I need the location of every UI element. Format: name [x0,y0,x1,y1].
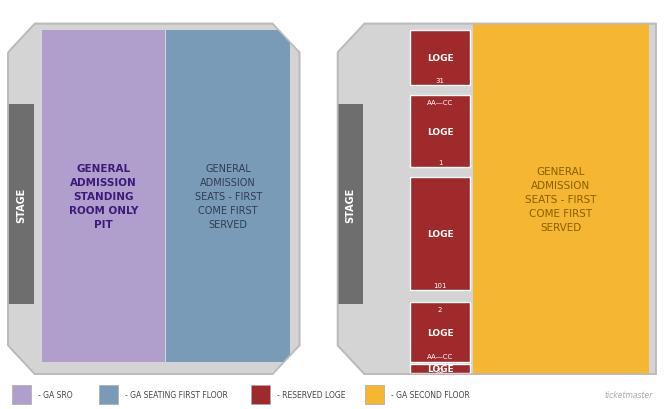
Text: LOGE: LOGE [427,54,454,63]
Bar [42,31,165,362]
Polygon shape [0,0,35,53]
Bar [251,385,270,404]
Text: 32: 32 [436,367,445,373]
Bar [410,31,470,86]
Text: LOGE: LOGE [427,230,454,238]
Text: GENERAL
ADMISSION
SEATS - FIRST
COME FIRST
SERVED: GENERAL ADMISSION SEATS - FIRST COME FIR… [194,164,262,229]
Bar [365,385,384,404]
Text: LOGE: LOGE [427,328,454,337]
Text: LOGE: LOGE [427,128,454,136]
Text: AA—CC: AA—CC [427,99,454,106]
Text: - GA SECOND FLOOR: - GA SECOND FLOOR [391,390,470,399]
Text: GENERAL
ADMISSION
SEATS - FIRST
COME FIRST
SERVED: GENERAL ADMISSION SEATS - FIRST COME FIR… [525,166,596,232]
Bar [12,385,31,404]
Text: STAGE: STAGE [16,187,25,222]
Bar [410,178,470,290]
Polygon shape [273,346,335,409]
Bar [166,31,290,362]
Text: - GA SRO: - GA SRO [38,390,72,399]
Polygon shape [338,25,656,374]
Text: 31: 31 [436,77,445,83]
Text: LOGE: LOGE [427,364,454,373]
Bar [99,385,118,404]
Bar [410,96,470,168]
Bar [410,303,470,362]
Bar [473,25,649,374]
Text: 2: 2 [438,306,442,312]
Text: GENERAL
ADMISSION
STANDING
ROOM ONLY
PIT: GENERAL ADMISSION STANDING ROOM ONLY PIT [69,164,138,229]
Text: ticketmaster: ticketmaster [605,390,653,399]
Polygon shape [273,0,335,53]
Polygon shape [0,346,35,409]
Text: 1: 1 [438,159,442,165]
Text: AA—CC: AA—CC [427,353,454,360]
Bar [338,104,363,305]
Text: STAGE: STAGE [346,187,355,222]
Polygon shape [8,25,299,374]
Text: - RESERVED LOGE: - RESERVED LOGE [277,390,345,399]
Text: - GA SEATING FIRST FLOOR: - GA SEATING FIRST FLOOR [125,390,228,399]
Text: 101: 101 [433,282,447,288]
Bar [410,364,470,373]
Bar [8,104,34,305]
